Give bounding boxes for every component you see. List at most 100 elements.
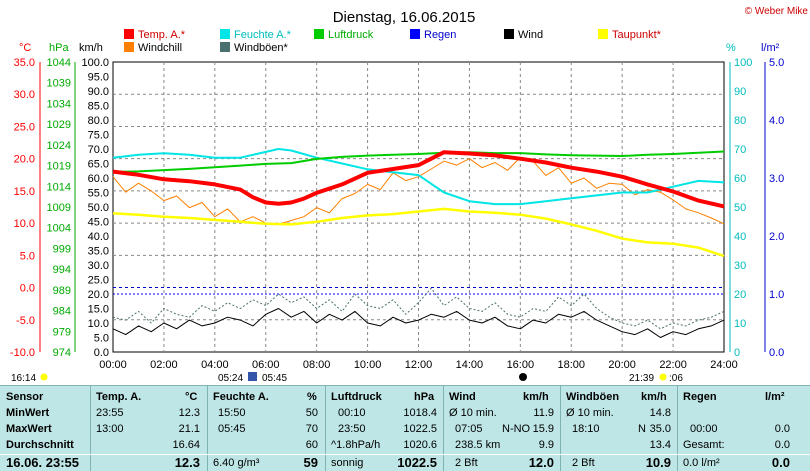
pressure-unit-label: hPa bbox=[49, 42, 69, 54]
sunset-icon bbox=[659, 373, 667, 381]
wind-tick-label: 80.0 bbox=[88, 115, 109, 127]
press-avg-value: 1020.6 bbox=[403, 439, 437, 451]
humidity-tick-label: 0 bbox=[734, 347, 740, 359]
humidity-tick-label: 70 bbox=[734, 144, 746, 156]
wind-avg-value: 9.9 bbox=[538, 439, 554, 451]
sunrise-icon bbox=[248, 372, 257, 381]
wind-tick-label: 100.0 bbox=[81, 57, 109, 69]
wind-tick-label: 20.0 bbox=[88, 289, 109, 301]
pressure-tick-label: 999 bbox=[53, 243, 71, 255]
header-temp: Temp. A. bbox=[96, 391, 142, 403]
x-tick-label: 18:00 bbox=[557, 359, 585, 371]
wind-max-time: 07:05 bbox=[455, 423, 483, 435]
wind-tick-label: 25.0 bbox=[88, 275, 109, 287]
header-humidity-unit: % bbox=[307, 391, 317, 403]
sunrise-time: 05:24 bbox=[218, 373, 243, 384]
moon-icon bbox=[519, 373, 527, 381]
wind-tick-label: 65.0 bbox=[88, 159, 109, 171]
wind-distance: 238.5 km bbox=[455, 439, 501, 451]
humidity-tick-label: 100 bbox=[734, 57, 752, 69]
humidity-tick-label: 50 bbox=[734, 202, 746, 214]
gust-max-time: 18:10 bbox=[572, 423, 600, 435]
summary-table bbox=[0, 385, 810, 471]
pressure-tick-label: 1024 bbox=[47, 140, 71, 152]
temp-min-value: 12.3 bbox=[178, 407, 200, 419]
wind-tick-label: 95.0 bbox=[88, 72, 109, 84]
temp-tick-label: 10.0 bbox=[14, 218, 35, 230]
x-tick-label: 12:00 bbox=[405, 359, 433, 371]
press-max-time: 23:50 bbox=[338, 423, 366, 435]
temp-tick-label: 15.0 bbox=[14, 186, 35, 198]
rain-tick-label: 5.0 bbox=[769, 57, 784, 69]
hum-max-value: 70 bbox=[305, 423, 318, 435]
gust-current-value: 10.9 bbox=[645, 455, 671, 470]
hum-max-time: 05:45 bbox=[218, 423, 246, 435]
press-min-time: 00:10 bbox=[338, 407, 366, 419]
pressure-tick-label: 1014 bbox=[47, 181, 71, 193]
x-tick-label: 22:00 bbox=[659, 359, 687, 371]
temp-tick-label: -10.0 bbox=[10, 347, 35, 359]
humidity-tick-label: 10 bbox=[734, 318, 746, 330]
series-line-taupunkt bbox=[112, 207, 725, 258]
hum-avg-value: 60 bbox=[305, 439, 318, 451]
temp-tick-label: 25.0 bbox=[14, 121, 35, 133]
legend-swatch bbox=[504, 29, 514, 39]
x-tick-label: 10:00 bbox=[354, 359, 382, 371]
wind-tick-label: 70.0 bbox=[88, 144, 109, 156]
sun-left-time: 16:14 bbox=[11, 373, 36, 384]
legend-swatch bbox=[410, 29, 420, 39]
pressure-tick-label: 1039 bbox=[47, 78, 71, 90]
temp-unit-label: °C bbox=[19, 42, 31, 54]
x-tick-label: 02:00 bbox=[150, 359, 178, 371]
wind-tick-label: 15.0 bbox=[88, 304, 109, 316]
series-line-windchill bbox=[112, 156, 725, 225]
pressure-tick-label: 1029 bbox=[47, 119, 71, 131]
header-wind: Wind bbox=[449, 391, 476, 403]
x-tick-label: 06:00 bbox=[252, 359, 280, 371]
series-line-luftdruck bbox=[112, 150, 725, 173]
gust-beaufort: 2 Bft bbox=[572, 457, 595, 469]
sunset-time-2: :06 bbox=[669, 373, 683, 384]
x-tick-label: 08:00 bbox=[303, 359, 331, 371]
pressure-tick-label: 1009 bbox=[47, 202, 71, 214]
gust-avg10-value: 14.8 bbox=[649, 407, 671, 419]
temp-max-value: 21.1 bbox=[178, 423, 200, 435]
row-max-label: MaxWert bbox=[6, 423, 52, 435]
gust-max-direction: N bbox=[638, 423, 646, 435]
wind-tick-label: 85.0 bbox=[88, 101, 109, 113]
legend-swatch bbox=[598, 29, 608, 39]
legend-label: Windchill bbox=[138, 42, 182, 54]
humidity-tick-label: 30 bbox=[734, 260, 746, 272]
hum-current-value: 59 bbox=[303, 455, 318, 470]
pressure-tick-label: 989 bbox=[53, 285, 71, 297]
x-tick-label: 14:00 bbox=[456, 359, 484, 371]
temp-tick-label: 0.0 bbox=[20, 283, 35, 295]
weather-chart: Dienstag, 16.06.2015 © Weber Mike °C hPa… bbox=[10, 6, 809, 384]
row-avg-label: Durchschnitt bbox=[6, 439, 74, 451]
legend-label: Windböen* bbox=[234, 42, 289, 54]
wind-tick-label: 40.0 bbox=[88, 231, 109, 243]
legend-swatch bbox=[124, 29, 134, 39]
pressure-tick-label: 1019 bbox=[47, 161, 71, 173]
pressure-tick-label: 979 bbox=[53, 326, 71, 338]
header-sensor: Sensor bbox=[6, 391, 44, 403]
temp-current-value: 12.3 bbox=[174, 455, 200, 470]
press-trend: ^1.8hPa/h bbox=[331, 439, 381, 451]
legend-label: Feuchte A.* bbox=[234, 29, 292, 41]
wind-tick-label: 50.0 bbox=[88, 202, 109, 214]
rain-total-value: 0.0 bbox=[774, 439, 790, 451]
wind-tick-label: 5.0 bbox=[94, 333, 109, 345]
legend-label: Temp. A.* bbox=[138, 29, 186, 41]
humidity-tick-label: 20 bbox=[734, 289, 746, 301]
rain-tick-label: 4.0 bbox=[769, 115, 784, 127]
press-current-value: 1022.5 bbox=[397, 455, 437, 470]
x-tick-label: 16:00 bbox=[507, 359, 535, 371]
rain-total-label: Gesamt: bbox=[683, 439, 725, 451]
wind-tick-label: 30.0 bbox=[88, 260, 109, 272]
temp-max-time: 13:00 bbox=[96, 423, 124, 435]
wind-current-value: 12.0 bbox=[528, 455, 554, 470]
x-tick-label: 00:00 bbox=[99, 359, 127, 371]
series-line-feuchte-a bbox=[112, 148, 725, 206]
wind-max-direction: N-NO bbox=[502, 423, 531, 435]
series-line-wind bbox=[112, 308, 725, 338]
